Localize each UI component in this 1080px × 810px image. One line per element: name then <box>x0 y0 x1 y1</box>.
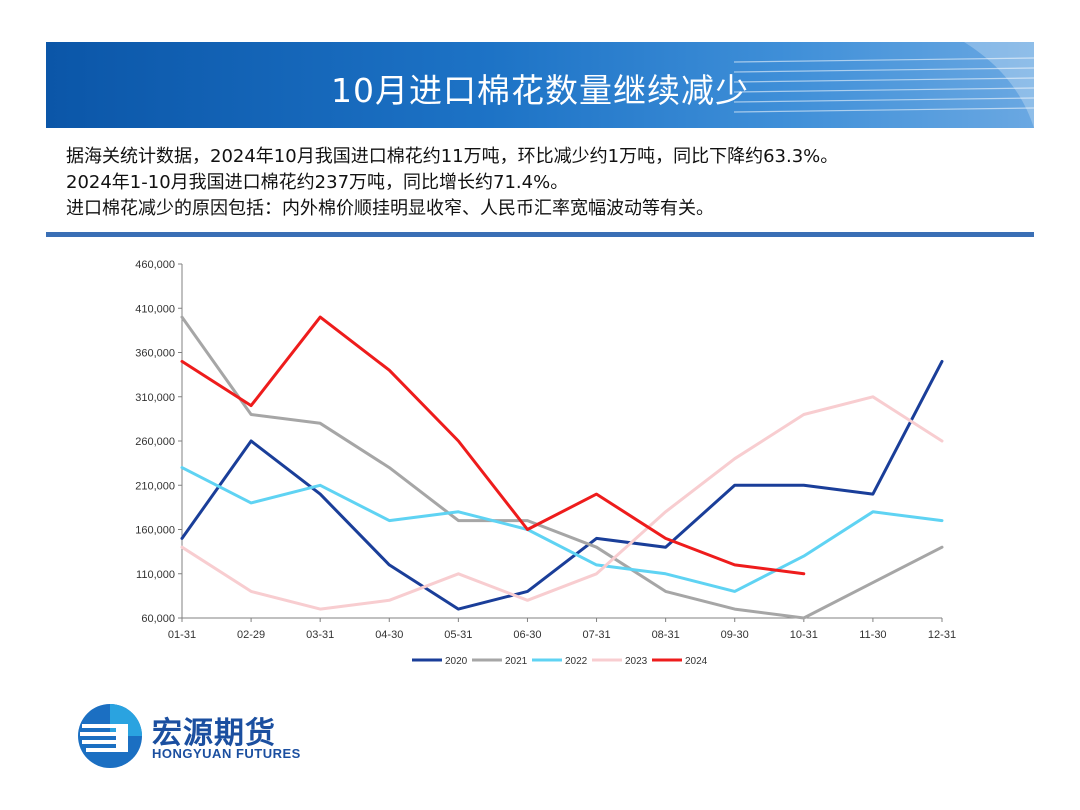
legend-label-2021: 2021 <box>505 656 528 667</box>
hongyuan-logo-icon <box>78 704 142 768</box>
x-tick-label: 05-31 <box>444 629 472 641</box>
x-tick-label: 10-31 <box>790 629 818 641</box>
legend-label-2023: 2023 <box>625 656 648 667</box>
banner-stripes <box>734 42 1034 128</box>
series-line-2022 <box>180 466 944 593</box>
legend-label-2024: 2024 <box>685 656 708 667</box>
y-tick-label: 460,000 <box>135 259 175 271</box>
y-tick-label: 60,000 <box>141 613 175 625</box>
import-line-chart: 60,000 110,000 160,000 210,000 260,000 310,00… <box>135 259 956 667</box>
description: 据海关统计数据，2024年10月我国进口棉花约11万吨，环比减少约1万吨，同比下… <box>66 144 1036 222</box>
series-line-2023 <box>180 395 944 611</box>
company-logo: 宏源期货 HONGYUAN FUTURES <box>76 702 336 774</box>
y-tick-label: 210,000 <box>135 480 175 492</box>
x-tick-label: 07-31 <box>582 629 610 641</box>
x-tick-label: 12-31 <box>928 629 956 641</box>
logo-name-cn: 宏源期货 <box>152 716 276 751</box>
y-tick-label: 410,000 <box>135 303 175 315</box>
title-banner: 10月进口棉花数量继续减少 <box>46 42 1034 128</box>
y-tick-label: 110,000 <box>136 569 175 581</box>
description-line-3: 进口棉花减少的原因包括：内外棉价顺挂明显收窄、人民币汇率宽幅波动等有关。 <box>66 198 714 219</box>
description-line-1: 据海关统计数据，2024年10月我国进口棉花约11万吨，环比减少约1万吨，同比下… <box>66 146 839 167</box>
y-tick-label: 260,000 <box>135 436 175 448</box>
page-title: 10月进口棉花数量继续减少 <box>331 71 749 110</box>
description-line-2: 2024年1-10月我国进口棉花约237万吨，同比增长约71.4%。 <box>66 172 569 193</box>
x-tick-label: 09-30 <box>721 629 749 641</box>
series-line-2024 <box>180 315 806 576</box>
series-line-2021 <box>180 315 944 620</box>
x-tick-label: 03-31 <box>306 629 334 641</box>
y-tick-label: 360,000 <box>135 348 175 360</box>
section-divider <box>46 232 1034 237</box>
x-tick-label: 01-31 <box>168 629 196 641</box>
y-tick-label: 160,000 <box>135 525 175 537</box>
legend-label-2022: 2022 <box>565 656 588 667</box>
series-line-2020 <box>180 359 944 611</box>
x-tick-label: 06-30 <box>513 629 541 641</box>
x-tick-label: 11-30 <box>859 629 886 641</box>
y-tick-label: 310,000 <box>135 392 175 404</box>
x-tick-label: 04-30 <box>375 629 403 641</box>
logo-name-en: HONGYUAN FUTURES <box>152 746 301 761</box>
x-tick-label: 02-29 <box>237 629 265 641</box>
x-tick-label: 08-31 <box>652 629 680 641</box>
legend-label-2020: 2020 <box>445 656 468 667</box>
